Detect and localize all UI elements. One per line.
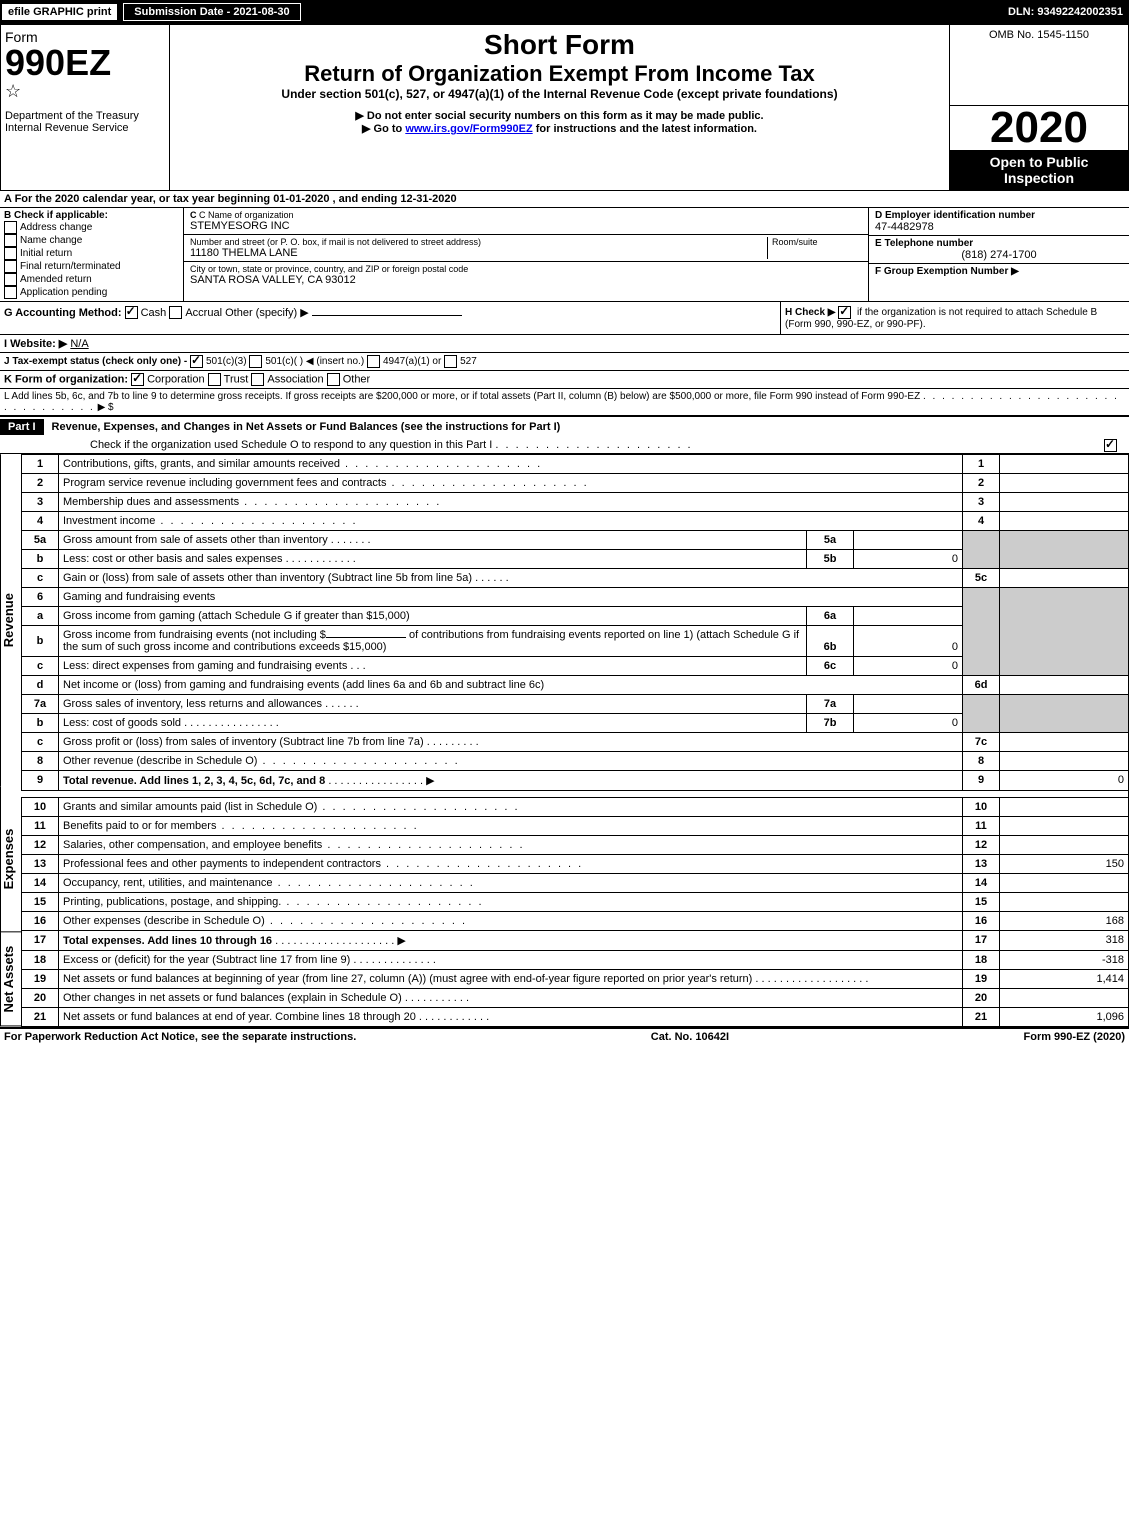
association-checkbox[interactable] (251, 373, 264, 386)
room-suite: Room/suite (767, 237, 862, 259)
line-2-value (1000, 473, 1129, 492)
catalog-number: Cat. No. 10642I (651, 1031, 729, 1043)
line-7b-value: 0 (854, 713, 963, 732)
tax-year: 2020 (950, 106, 1128, 150)
dept-treasury: Department of the Treasury (5, 110, 165, 122)
application-pending-checkbox[interactable] (4, 286, 17, 299)
group-exemption: F Group Exemption Number ▶ (875, 266, 1123, 277)
cash-checkbox[interactable] (125, 306, 138, 319)
org-name: STEMYESORG INC (190, 220, 862, 232)
line-17-value: 318 (1000, 930, 1129, 950)
section-l: L Add lines 5b, 6c, and 7b to line 9 to … (0, 389, 1129, 416)
line-8-value (1000, 751, 1129, 770)
form-header: Form 990EZ ☆ Department of the Treasury … (0, 24, 1129, 191)
initial-return-checkbox[interactable] (4, 247, 17, 260)
line-7a-value (854, 694, 963, 713)
line-9-value: 0 (1000, 770, 1129, 790)
section-c: C C Name of organization STEMYESORG INC … (184, 208, 869, 301)
4947-checkbox[interactable] (367, 355, 380, 368)
part-i-title: Revenue, Expenses, and Changes in Net As… (44, 421, 561, 433)
line-20-value (1000, 988, 1129, 1007)
part-i-table: 1Contributions, gifts, grants, and simil… (21, 454, 1129, 1027)
line-13-value: 150 (1000, 854, 1129, 873)
netassets-side-label: Net Assets (0, 932, 21, 1026)
section-j-tax-exempt: J Tax-exempt status (check only one) - 5… (0, 353, 1129, 371)
final-return-checkbox[interactable] (4, 260, 17, 273)
title-short-form: Short Form (174, 29, 945, 61)
other-org-checkbox[interactable] (327, 373, 340, 386)
section-g-accounting: G Accounting Method: Cash Accrual Other … (0, 302, 780, 334)
efile-print-button[interactable]: efile GRAPHIC print (2, 4, 117, 20)
org-city: SANTA ROSA VALLEY, CA 93012 (190, 274, 862, 286)
omb-number: OMB No. 1545-1150 (954, 29, 1124, 41)
section-i-website: I Website: ▶ N/A (0, 335, 1129, 353)
accrual-checkbox[interactable] (169, 306, 182, 319)
goto-link-row: ▶ Go to www.irs.gov/Form990EZ for instru… (174, 122, 945, 135)
expenses-side-label: Expenses (0, 786, 21, 932)
corporation-checkbox[interactable] (131, 373, 144, 386)
line-5c-value (1000, 568, 1129, 587)
line-11-value (1000, 816, 1129, 835)
revenue-side-label: Revenue (0, 454, 21, 786)
irs-label: Internal Revenue Service (5, 122, 165, 134)
part-i-label: Part I (0, 419, 44, 435)
part-i-check: Check if the organization used Schedule … (0, 437, 1129, 454)
under-section-text: Under section 501(c), 527, or 4947(a)(1)… (174, 87, 945, 101)
line-19-value: 1,414 (1000, 969, 1129, 988)
section-b: B Check if applicable: Address change Na… (0, 208, 184, 301)
line-4-value (1000, 511, 1129, 530)
name-change-checkbox[interactable] (4, 234, 17, 247)
schedule-b-checkbox[interactable] (838, 306, 851, 319)
submission-date: Submission Date - 2021-08-30 (123, 3, 300, 21)
telephone-value: (818) 274-1700 (875, 249, 1123, 261)
ssn-warning: ▶ Do not enter social security numbers o… (174, 109, 945, 122)
form-number: 990EZ (5, 45, 165, 81)
line-6d-value (1000, 675, 1129, 694)
open-public-inspection: Open to Public Inspection (950, 150, 1128, 190)
line-1-value (1000, 454, 1129, 473)
line-12-value (1000, 835, 1129, 854)
irs-gov-link[interactable]: www.irs.gov/Form990EZ (405, 123, 532, 135)
line-15-value (1000, 892, 1129, 911)
501c-checkbox[interactable] (249, 355, 262, 368)
address-change-checkbox[interactable] (4, 221, 17, 234)
line-6b-value: 0 (854, 625, 963, 656)
line-5a-value (854, 530, 963, 549)
line-3-value (1000, 492, 1129, 511)
ein-value: 47-4482978 (875, 221, 1123, 233)
amended-return-checkbox[interactable] (4, 273, 17, 286)
org-address: 11180 THELMA LANE (190, 247, 767, 259)
section-h: H Check ▶ if the organization is not req… (780, 302, 1129, 334)
trust-checkbox[interactable] (208, 373, 221, 386)
line-7c-value (1000, 732, 1129, 751)
org-info-grid: B Check if applicable: Address change Na… (0, 208, 1129, 302)
form-number-footer: Form 990-EZ (2020) (1024, 1031, 1125, 1043)
line-6a-value (854, 606, 963, 625)
section-a-tax-year: A For the 2020 calendar year, or tax yea… (0, 191, 1129, 208)
section-d-e-f: D Employer identification number 47-4482… (869, 208, 1129, 301)
schedule-o-checkbox[interactable] (1104, 439, 1117, 452)
line-10-value (1000, 797, 1129, 816)
527-checkbox[interactable] (444, 355, 457, 368)
paperwork-notice: For Paperwork Reduction Act Notice, see … (4, 1031, 356, 1043)
line-6c-value: 0 (854, 656, 963, 675)
line-18-value: -318 (1000, 950, 1129, 969)
dln-number: DLN: 93492242002351 (1008, 6, 1129, 18)
website-value: N/A (70, 338, 88, 350)
line-21-value: 1,096 (1000, 1007, 1129, 1026)
top-bar: efile GRAPHIC print Submission Date - 20… (0, 0, 1129, 24)
page-footer: For Paperwork Reduction Act Notice, see … (0, 1027, 1129, 1045)
line-16-value: 168 (1000, 911, 1129, 930)
section-k-form-org: K Form of organization: Corporation Trus… (0, 371, 1129, 389)
501c3-checkbox[interactable] (190, 355, 203, 368)
line-14-value (1000, 873, 1129, 892)
title-return: Return of Organization Exempt From Incom… (174, 61, 945, 87)
line-5b-value: 0 (854, 549, 963, 568)
